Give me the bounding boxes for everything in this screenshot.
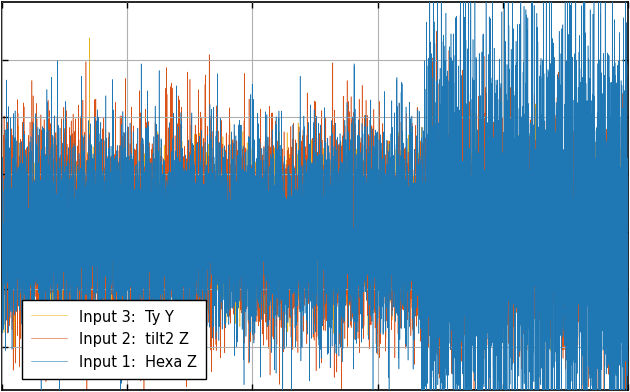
Input 3:  Ty Y: (414, 0.254): Ty Y: (414, 0.254) — [24, 193, 32, 198]
Input 2:  tilt2 Z: (598, 0.0472): tilt2 Z: (598, 0.0472) — [36, 223, 43, 227]
Input 3:  Ty Y: (1.4e+03, 1.35): Ty Y: (1.4e+03, 1.35) — [86, 36, 93, 40]
Input 1:  Hexa Z: (9.47e+03, -0.727): Hexa Z: (9.47e+03, -0.727) — [591, 334, 598, 339]
Input 2:  tilt2 Z: (1.96e+03, 0.0803): tilt2 Z: (1.96e+03, 0.0803) — [121, 218, 129, 223]
Input 1:  Hexa Z: (1.96e+03, -0.921): Hexa Z: (1.96e+03, -0.921) — [121, 362, 129, 367]
Input 2:  tilt2 Z: (0, -0.434): tilt2 Z: (0, -0.434) — [0, 292, 6, 297]
Input 1:  Hexa Z: (4.89e+03, 0.39): Hexa Z: (4.89e+03, 0.39) — [304, 174, 312, 178]
Input 3:  Ty Y: (1.96e+03, 0.0698): Ty Y: (1.96e+03, 0.0698) — [121, 220, 129, 224]
Input 2:  tilt2 Z: (1e+04, 0.14): tilt2 Z: (1e+04, 0.14) — [624, 209, 630, 214]
Input 3:  Ty Y: (1.64e+03, -0.95): Ty Y: (1.64e+03, -0.95) — [101, 366, 108, 371]
Input 3:  Ty Y: (0, -0.271): Ty Y: (0, -0.271) — [0, 269, 6, 273]
Input 1:  Hexa Z: (1e+04, 1.16): Hexa Z: (1e+04, 1.16) — [624, 63, 630, 67]
Input 3:  Ty Y: (9.47e+03, -0.123): Ty Y: (9.47e+03, -0.123) — [591, 247, 598, 252]
Input 2:  tilt2 Z: (414, 0.0568): tilt2 Z: (414, 0.0568) — [24, 221, 32, 226]
Input 3:  Ty Y: (1e+04, 0.243): Ty Y: (1e+04, 0.243) — [624, 195, 630, 200]
Input 2:  tilt2 Z: (45, -0.187): tilt2 Z: (45, -0.187) — [1, 256, 9, 261]
Input 2:  tilt2 Z: (4.89e+03, 0.0681): tilt2 Z: (4.89e+03, 0.0681) — [304, 220, 312, 225]
Input 3:  Ty Y: (4.89e+03, -0.101): Ty Y: (4.89e+03, -0.101) — [304, 244, 312, 249]
Input 1:  Hexa Z: (414, -0.202): Hexa Z: (414, -0.202) — [24, 259, 32, 263]
Input 3:  Ty Y: (598, 0.228): Ty Y: (598, 0.228) — [36, 197, 43, 201]
Input 3:  Ty Y: (45, -0.00296): Ty Y: (45, -0.00296) — [1, 230, 9, 235]
Input 1:  Hexa Z: (0, 0.361): Hexa Z: (0, 0.361) — [0, 178, 6, 182]
Input 2:  tilt2 Z: (9.3e+03, 1.54): tilt2 Z: (9.3e+03, 1.54) — [580, 8, 588, 13]
Input 1:  Hexa Z: (45, -0.133): Hexa Z: (45, -0.133) — [1, 249, 9, 253]
Input 2:  tilt2 Z: (9.47e+03, 0.191): tilt2 Z: (9.47e+03, 0.191) — [591, 202, 598, 207]
Line: Input 3:  Ty Y: Input 3: Ty Y — [2, 38, 628, 368]
Legend: Input 3:  Ty Y, Input 2:  tilt2 Z, Input 1:  Hexa Z: Input 3: Ty Y, Input 2: tilt2 Z, Input 1… — [22, 301, 205, 379]
Input 1:  Hexa Z: (598, 0.717): Hexa Z: (598, 0.717) — [36, 127, 43, 131]
Line: Input 2:  tilt2 Z: Input 2: tilt2 Z — [2, 10, 628, 392]
